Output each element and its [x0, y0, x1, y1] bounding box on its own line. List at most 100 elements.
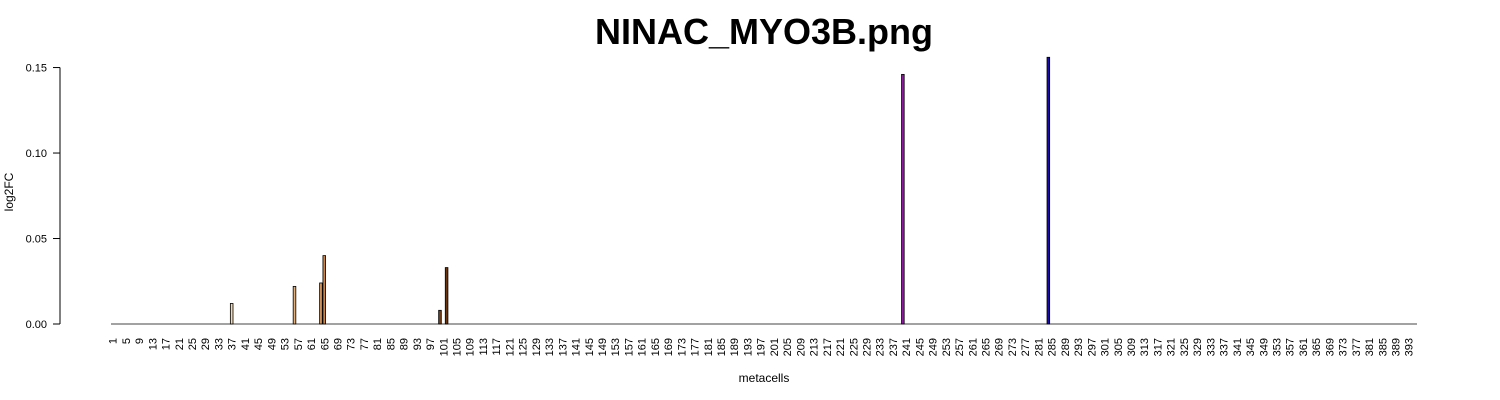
x-tick-label: 129: [531, 338, 543, 356]
y-tick-label: 0.00: [26, 319, 47, 331]
x-tick-label: 185: [716, 338, 728, 356]
bars: [229, 56, 1051, 325]
x-tick-label: 21: [174, 338, 186, 350]
x-tick-label: 153: [610, 338, 622, 356]
x-tick-label: 317: [1152, 338, 1164, 356]
y-axis-label: log2FC: [2, 172, 16, 211]
x-tick-label: 377: [1351, 338, 1363, 356]
x-tick-label: 197: [756, 338, 768, 356]
x-tick-label: 189: [729, 338, 741, 356]
x-tick-label: 169: [663, 338, 675, 356]
x-tick-label: 101: [438, 338, 450, 356]
x-tick-label: 357: [1285, 338, 1297, 356]
x-tick-label: 13: [147, 338, 159, 350]
x-tick-label: 57: [293, 338, 305, 350]
x-tick-label: 301: [1100, 338, 1112, 356]
bar: [229, 303, 234, 325]
x-tick-label: 217: [822, 338, 834, 356]
x-tick-label: 245: [914, 338, 926, 356]
x-tick-label: 77: [359, 338, 371, 350]
x-tick-label: 201: [769, 338, 781, 356]
bar: [901, 73, 905, 325]
bar: [322, 255, 326, 325]
x-tick-label: 361: [1298, 338, 1310, 356]
x-tick-label: 373: [1338, 338, 1350, 356]
x-tick-label: 5: [121, 338, 133, 344]
x-tick-label: 389: [1391, 338, 1403, 356]
x-tick-label: 113: [478, 338, 490, 356]
x-tick-label: 261: [967, 338, 979, 356]
x-tick-label: 37: [227, 338, 239, 350]
x-tick-label: 277: [1020, 338, 1032, 356]
x-tick-label: 241: [901, 338, 913, 356]
x-tick-label: 25: [187, 338, 199, 350]
x-tick-label: 161: [637, 338, 649, 356]
x-tick-label: 145: [584, 338, 596, 356]
x-tick-label: 337: [1219, 338, 1231, 356]
x-tick-label: 381: [1364, 338, 1376, 356]
x-tick-label: 133: [544, 338, 556, 356]
x-tick-label: 273: [1007, 338, 1019, 356]
bar: [292, 285, 297, 325]
x-tick-label: 1: [108, 338, 120, 344]
bar: [1046, 56, 1051, 325]
x-tick-label: 137: [557, 338, 569, 356]
x-tick-label: 97: [425, 338, 437, 350]
x-tick-label: 257: [954, 338, 966, 356]
x-tick-label: 157: [623, 338, 635, 356]
x-tick-label: 297: [1086, 338, 1098, 356]
x-tick-label: 125: [518, 338, 530, 356]
x-tick-label: 369: [1324, 338, 1336, 356]
x-tick-label: 109: [465, 338, 477, 356]
x-tick-label: 9: [134, 338, 146, 344]
x-tick-label: 81: [372, 338, 384, 350]
x-tick-label: 285: [1047, 338, 1059, 356]
x-tick-label: 305: [1113, 338, 1125, 356]
x-tick-label: 105: [452, 338, 464, 356]
x-tick-label: 121: [504, 338, 516, 356]
x-tick-label: 33: [213, 338, 225, 350]
x-tick-label: 365: [1311, 338, 1323, 356]
x-tick-label: 117: [491, 338, 503, 356]
x-axis: 1 5 9 13 17 21 25 29 33 37 41 45 49 53 57 61 65 69 73 77 81 8…: [108, 338, 1416, 356]
x-tick-label: 249: [928, 338, 940, 356]
x-tick-label: 321: [1166, 338, 1178, 356]
x-tick-label: 85: [385, 338, 397, 350]
x-tick-label: 193: [742, 338, 754, 356]
x-tick-label: 313: [1139, 338, 1151, 356]
x-tick-label: 349: [1258, 338, 1270, 356]
x-tick-label: 353: [1271, 338, 1283, 356]
x-tick-label: 265: [981, 338, 993, 356]
x-tick-label: 225: [848, 338, 860, 356]
x-tick-label: 65: [319, 338, 331, 350]
x-tick-label: 205: [782, 338, 794, 356]
x-tick-label: 221: [835, 338, 847, 356]
y-tick-label: 0.05: [26, 234, 47, 246]
x-tick-label: 53: [280, 338, 292, 350]
x-tick-label: 93: [412, 338, 424, 350]
x-tick-label: 329: [1192, 338, 1204, 356]
x-tick-label: 393: [1404, 338, 1416, 356]
x-axis-label: metacells: [739, 371, 790, 385]
x-tick-label: 181: [703, 338, 715, 356]
bar: [438, 309, 442, 325]
x-tick-label: 281: [1033, 338, 1045, 356]
x-tick-label: 385: [1377, 338, 1389, 356]
x-tick-label: 269: [994, 338, 1006, 356]
x-tick-label: 17: [161, 338, 173, 350]
x-tick-label: 73: [346, 338, 358, 350]
x-tick-label: 69: [332, 338, 344, 350]
x-tick-label: 209: [795, 338, 807, 356]
x-tick-label: 177: [690, 338, 702, 356]
x-tick-label: 333: [1205, 338, 1217, 356]
x-tick-label: 341: [1232, 338, 1244, 356]
x-tick-label: 141: [571, 338, 583, 356]
x-tick-label: 41: [240, 338, 252, 350]
bar: [319, 282, 323, 325]
x-tick-label: 213: [809, 338, 821, 356]
y-tick-label: 0.10: [26, 148, 47, 160]
x-tick-label: 293: [1073, 338, 1085, 356]
x-tick-label: 45: [253, 338, 265, 350]
x-tick-label: 49: [266, 338, 278, 350]
